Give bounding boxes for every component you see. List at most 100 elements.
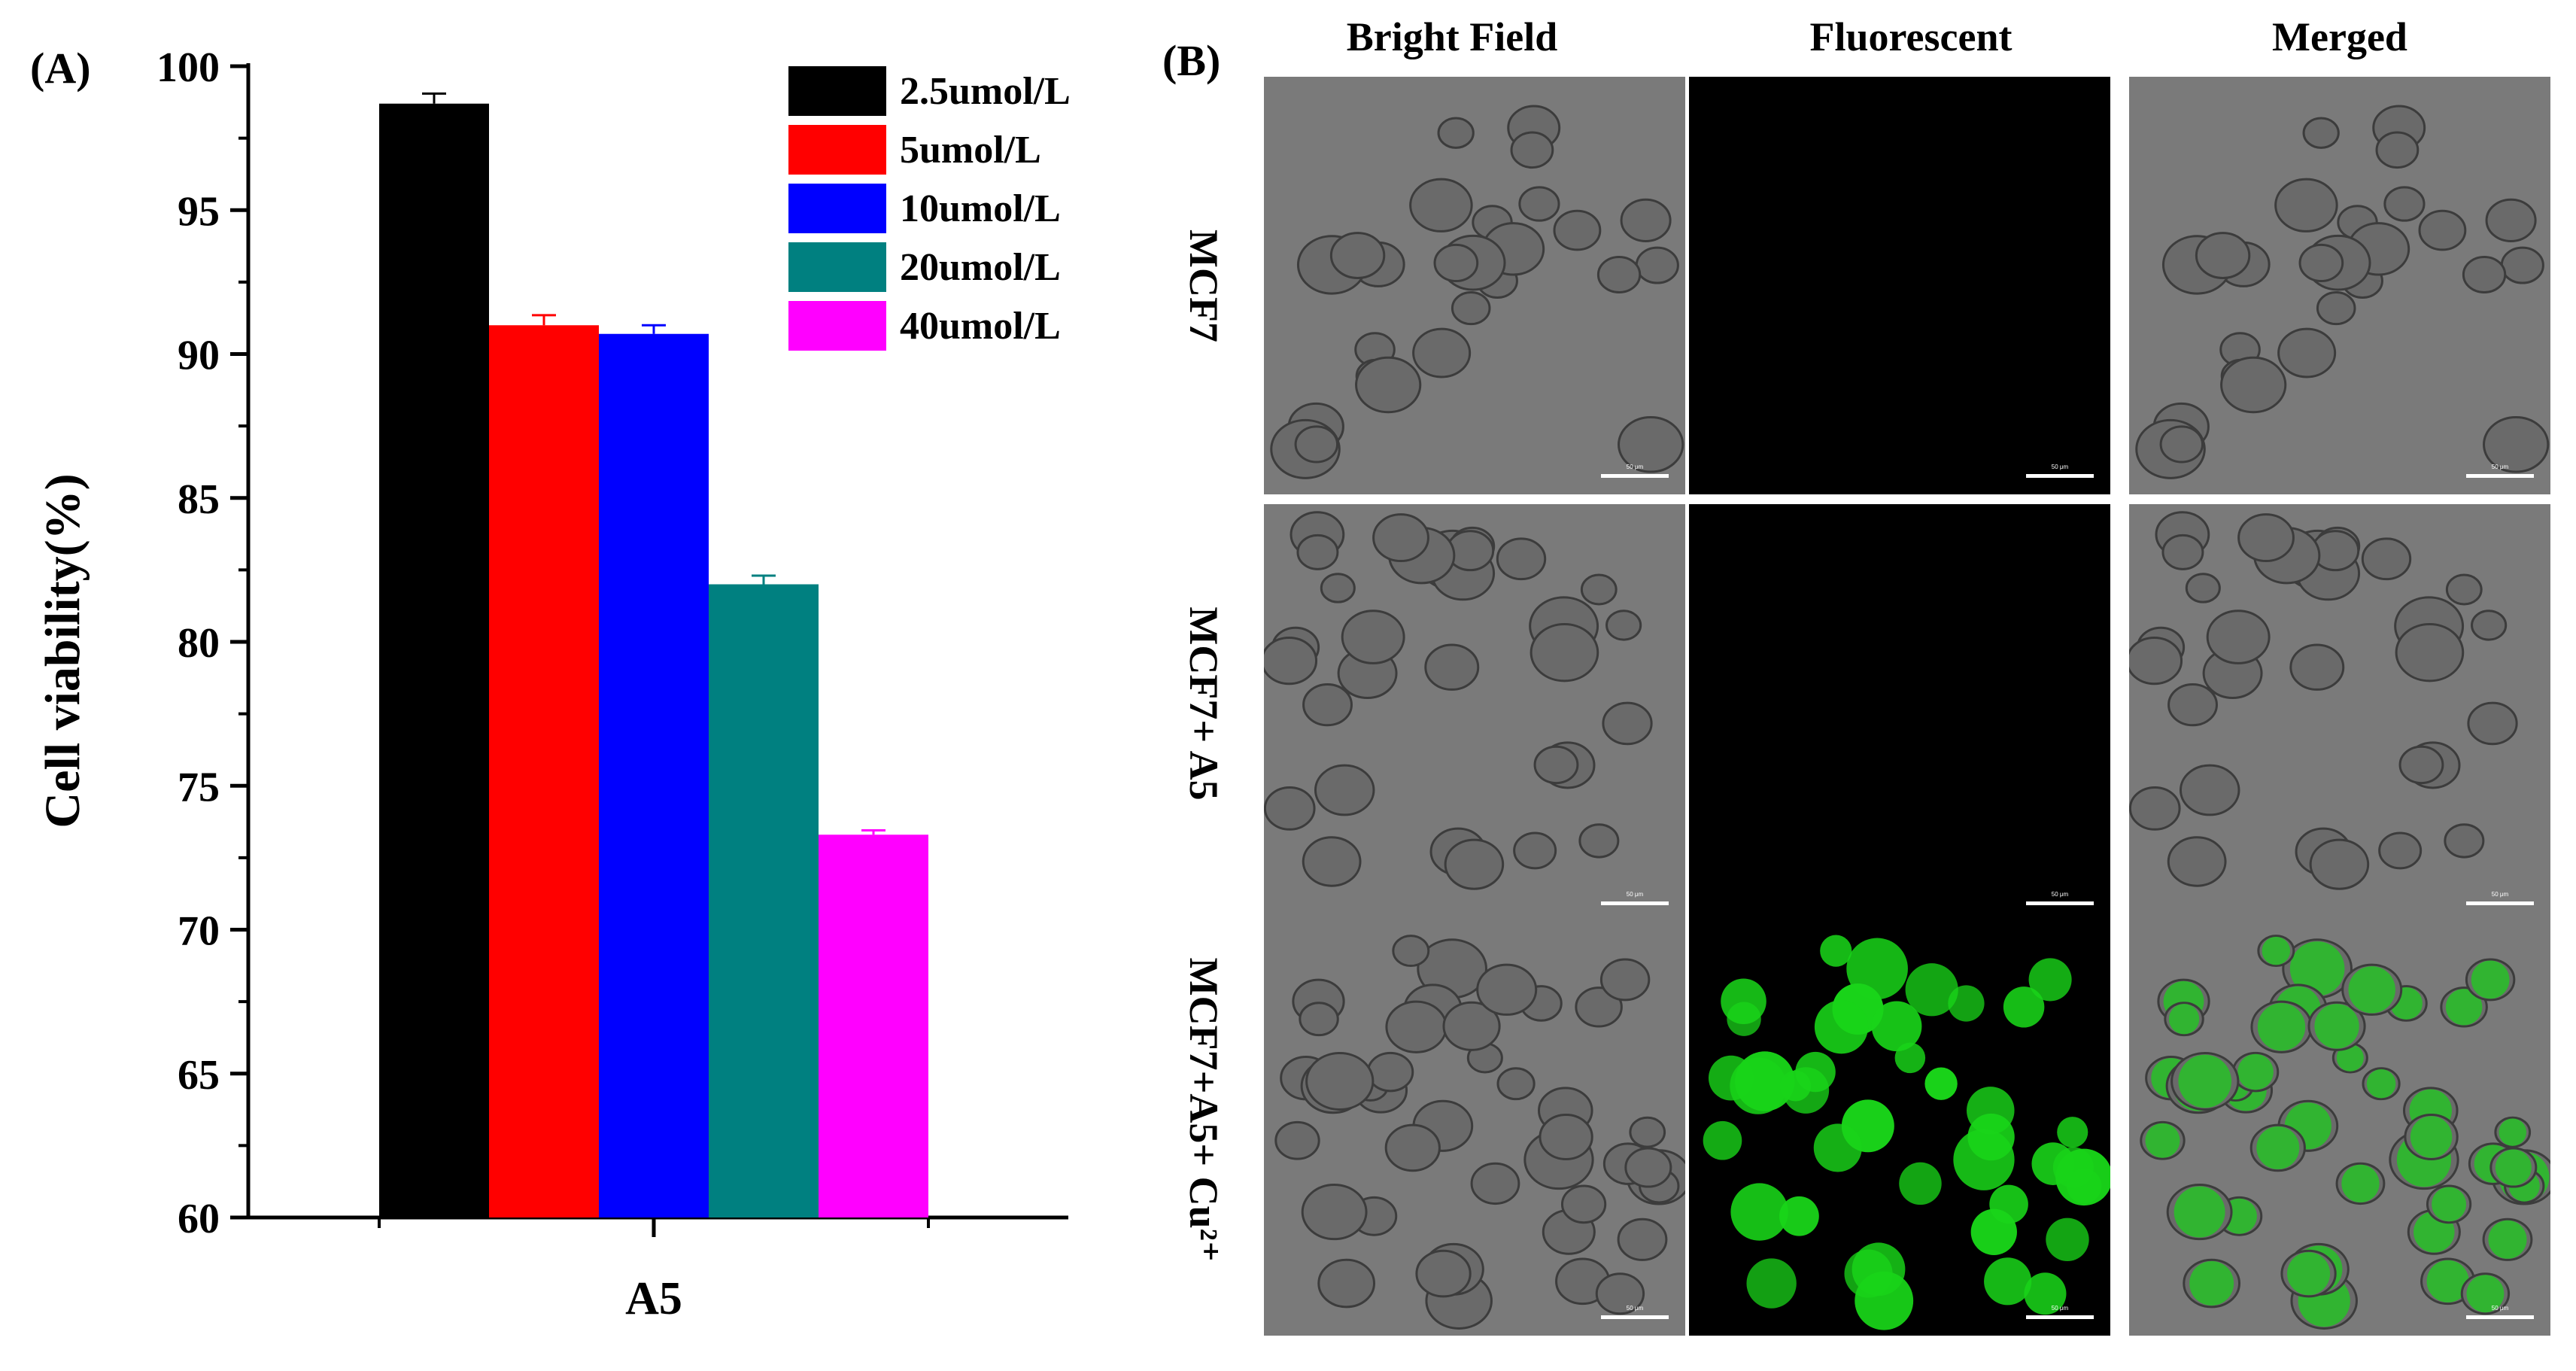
legend-label: 20umol/L (900, 246, 1061, 289)
cell-outline (1533, 745, 1579, 785)
cell-outline (1372, 513, 1429, 563)
cell-outline (1578, 823, 1620, 859)
merged-fluorescent-cell (2189, 1261, 2234, 1306)
micrograph-tile: 50 μm (1264, 504, 1685, 922)
y-tick-label: 95 (178, 188, 220, 235)
legend-swatch (788, 125, 886, 175)
cell-outline (2398, 745, 2444, 785)
cell-outline (1444, 838, 1505, 890)
cell-outline (1296, 534, 1339, 570)
merged-fluorescent-cell (2145, 1123, 2180, 1158)
y-tick-label: 80 (178, 620, 220, 667)
merged-fluorescent-cell (2445, 989, 2483, 1026)
bar-chart: 60 65 70 75 80 85 90 95 100 A5 2.5umol/L 5umol/L 10… (35, 44, 1071, 1324)
fluorescent-cell (1795, 1051, 1836, 1093)
y-tick-label: 75 (178, 764, 220, 810)
y-tick-label: 60 (178, 1196, 220, 1242)
merged-fluorescent-cell (2287, 1252, 2331, 1296)
cell-outline (1496, 537, 1547, 581)
cell-outline (1510, 131, 1554, 169)
micrograph-image (1264, 504, 1685, 922)
cell-outline (2289, 643, 2345, 691)
merged-fluorescent-cell (2262, 936, 2291, 965)
cell-outline (2185, 573, 2221, 603)
cell-outline (1635, 246, 1679, 284)
fluorescent-cell (2003, 986, 2045, 1028)
merged-fluorescent-cell (2178, 1054, 2232, 1108)
column-title-bright-field: Bright Field (1346, 14, 1558, 59)
cell-outline (1437, 117, 1475, 149)
cell-outline (2167, 682, 2218, 727)
cell-outline (1314, 764, 1375, 816)
cell-outline (1629, 1116, 1666, 1148)
cell-outline (2395, 623, 2465, 682)
micrograph-image (2129, 504, 2550, 922)
scale-bar (2466, 901, 2534, 905)
merged-fluorescent-cell (2336, 1044, 2364, 1072)
cell-outline (2383, 186, 2426, 222)
cell-outline (2179, 764, 2240, 816)
cell-outline (1560, 1184, 1607, 1224)
panel-b-label: (B) (1162, 36, 1221, 85)
fluorescent-cell (1779, 1196, 1819, 1236)
cell-outline (2467, 701, 2518, 746)
cell-outline (1476, 963, 1538, 1016)
cell-outline (2274, 178, 2338, 233)
fluorescent-cell (1735, 1051, 1795, 1111)
y-tick-label: 100 (156, 44, 220, 91)
y-tick-label: 90 (178, 333, 220, 379)
cell-outline (2206, 610, 2271, 664)
micrograph-tile: 50 μm (1689, 504, 2110, 922)
micrograph-tile: 50 μm (2129, 918, 2550, 1336)
legend-swatch (788, 242, 886, 292)
bar (379, 103, 489, 1218)
legend-swatch (788, 66, 886, 116)
fluorescent-cell (2046, 1217, 2089, 1261)
bar (819, 834, 928, 1217)
fluorescent-cell (1989, 1184, 2028, 1224)
scale-bar (1601, 474, 1669, 478)
micrograph-tile: 50 μm (1689, 918, 2110, 1336)
fluorescent-cell (1924, 1067, 1958, 1100)
cell-outline (1599, 958, 1651, 1002)
scale-bar (2026, 1315, 2094, 1319)
cell-outline (1264, 636, 1318, 686)
merged-fluorescent-cell (2495, 1149, 2532, 1186)
merged-fluorescent-cell (2256, 1126, 2300, 1169)
fluorescent-cell (1727, 1002, 1761, 1036)
cell-outline (2500, 246, 2544, 284)
cell-outline (2418, 209, 2467, 251)
micrograph-image (1689, 918, 2110, 1336)
y-axis-label: Cell viability(%) (35, 473, 90, 828)
cell-outline (2302, 117, 2340, 149)
cell-outline (1470, 1162, 1520, 1205)
cell-outline (1539, 1114, 1593, 1160)
merged-fluorescent-cell (2426, 1260, 2469, 1303)
fluorescent-cell (2052, 1147, 2094, 1188)
chart-axes: 60 65 70 75 80 85 90 95 100 A5 (156, 44, 1068, 1324)
cell-outline (1415, 1249, 1472, 1298)
cell-outline (1329, 232, 1386, 279)
merged-fluorescent-cell (2289, 941, 2345, 996)
scale-bar-label: 50 μm (2491, 1305, 2509, 1312)
cell-outline (1530, 623, 1599, 682)
fluorescent-cell (1871, 1001, 1922, 1052)
cell-outline (2445, 573, 2483, 606)
cell-outline (2161, 534, 2204, 570)
row-label-mcf7: MCF7 (1181, 230, 1226, 342)
cell-outline (1305, 1051, 1375, 1111)
bar (489, 325, 599, 1217)
row-label-mcf7-a5: MCF7+ A5 (1181, 606, 1226, 801)
scale-bar-label: 50 μm (1626, 891, 1644, 898)
cell-outline (1274, 1120, 1320, 1160)
cell-outline (1451, 291, 1491, 326)
merged-fluorescent-cell (2471, 960, 2510, 999)
scale-bar-label: 50 μm (1626, 1305, 1644, 1312)
merged-fluorescent-cell (2366, 1069, 2396, 1099)
cell-outline (1301, 1184, 1368, 1241)
cell-outline (2471, 610, 2508, 641)
legend-label: 5umol/L (900, 129, 1041, 172)
scale-bar (2026, 901, 2094, 905)
x-category-label: A5 (625, 1273, 682, 1324)
merged-fluorescent-cell (2499, 1118, 2527, 1146)
